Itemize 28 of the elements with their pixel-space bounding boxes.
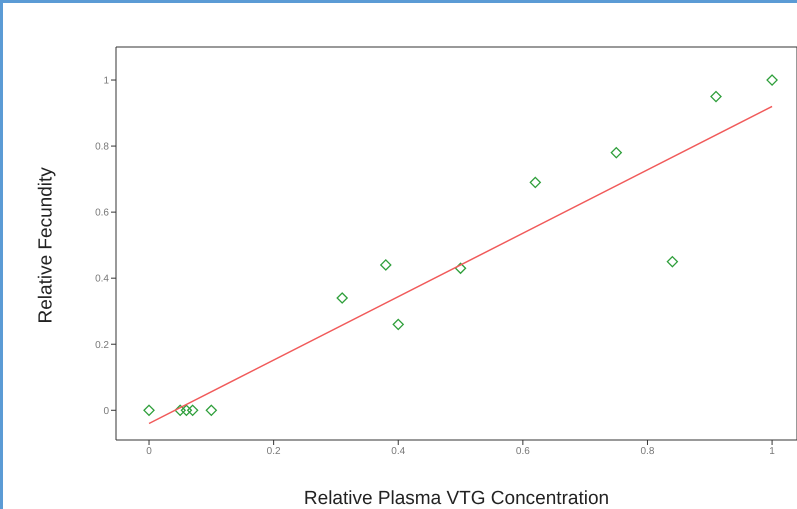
point: [206, 404, 217, 416]
y-tick-label: 1: [103, 76, 110, 87]
point: [180, 404, 192, 416]
point: [610, 147, 622, 158]
point: [143, 404, 155, 416]
x-tick-label: 0: [146, 446, 152, 458]
point: [174, 404, 186, 416]
x-axis-title: Relative Plasma VTG Concentration: [304, 488, 610, 509]
point: [336, 292, 348, 304]
y-tick-label: 0.4: [95, 274, 110, 285]
y-axis-title: Relative Fecundity: [36, 166, 57, 324]
point: [530, 176, 541, 188]
y-tick-label: 0.6: [95, 208, 110, 219]
y-tick-label: 0.2: [95, 340, 110, 351]
y-tick-label: 0: [103, 406, 110, 417]
point: [186, 404, 198, 416]
point: [380, 259, 392, 271]
x-tick-label: 0.2: [266, 446, 282, 458]
x-tick-label: 0.6: [516, 446, 530, 458]
point: [392, 318, 404, 330]
point: [766, 74, 778, 86]
point: [710, 90, 722, 102]
x-tick-label: 0.8: [640, 446, 655, 458]
x-tick-label: 1: [769, 446, 776, 458]
x-tick-label: 0.4: [391, 446, 406, 458]
point: [666, 256, 678, 268]
y-tick-label: 0.8: [95, 142, 110, 153]
point: [454, 262, 466, 274]
